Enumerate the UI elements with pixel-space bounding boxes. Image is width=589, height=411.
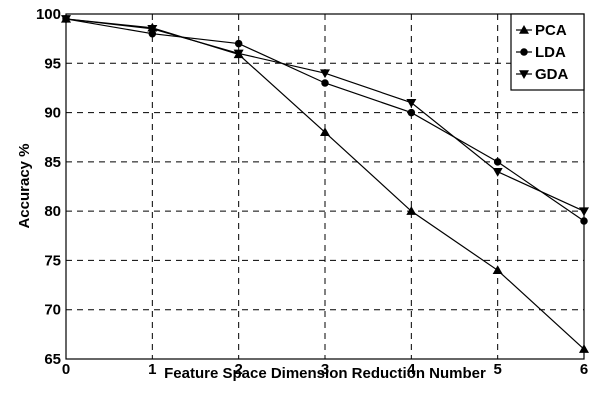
y-tick-label: 80 xyxy=(44,203,61,220)
x-tick-label: 2 xyxy=(234,361,242,378)
y-tick-label: 95 xyxy=(44,55,61,72)
x-tick-label: 6 xyxy=(580,361,588,378)
y-tick-label: 90 xyxy=(44,105,61,122)
y-tick-label: 85 xyxy=(44,154,61,171)
data-point xyxy=(406,98,417,108)
data-point xyxy=(406,206,417,215)
data-point xyxy=(234,39,243,48)
grid-lines xyxy=(66,14,584,359)
y-tick-label: 75 xyxy=(44,252,61,269)
data-point xyxy=(320,127,330,137)
series-gda xyxy=(61,15,589,217)
legend-label-gda: GDA xyxy=(535,66,569,83)
legend-marker xyxy=(520,48,528,56)
x-tick-label: 3 xyxy=(321,361,329,378)
y-tick-labels: 65 70 75 80 85 90 95 100 xyxy=(36,6,61,368)
data-point xyxy=(492,265,503,275)
legend-marker xyxy=(519,25,529,34)
data-point xyxy=(321,79,329,87)
y-tick-label: 100 xyxy=(36,6,61,23)
data-point xyxy=(147,25,158,34)
x-tick-label: 5 xyxy=(493,361,501,378)
legend-label-pca: PCA xyxy=(535,22,567,39)
y-tick-label: 65 xyxy=(44,351,61,368)
series-layer xyxy=(61,13,589,353)
x-tick-labels: 0 1 2 3 4 5 6 xyxy=(62,361,588,378)
data-point xyxy=(493,158,502,166)
x-tick-label: 4 xyxy=(407,361,416,378)
data-point xyxy=(320,69,330,79)
data-point xyxy=(492,167,503,177)
legend-marker xyxy=(519,70,529,79)
legend-label-lda: LDA xyxy=(535,44,566,61)
y-tick-label: 70 xyxy=(44,302,61,319)
legend: PCA LDA GDA xyxy=(510,13,585,91)
plot-frame xyxy=(65,13,585,360)
data-point xyxy=(407,108,416,117)
x-axis-label: Feature Space Dimension Reduction Number xyxy=(164,365,486,382)
data-point xyxy=(233,49,244,59)
x-tick-label: 1 xyxy=(148,361,156,378)
y-axis-label: Accuracy % xyxy=(16,143,33,228)
x-tick-label: 0 xyxy=(62,361,70,378)
